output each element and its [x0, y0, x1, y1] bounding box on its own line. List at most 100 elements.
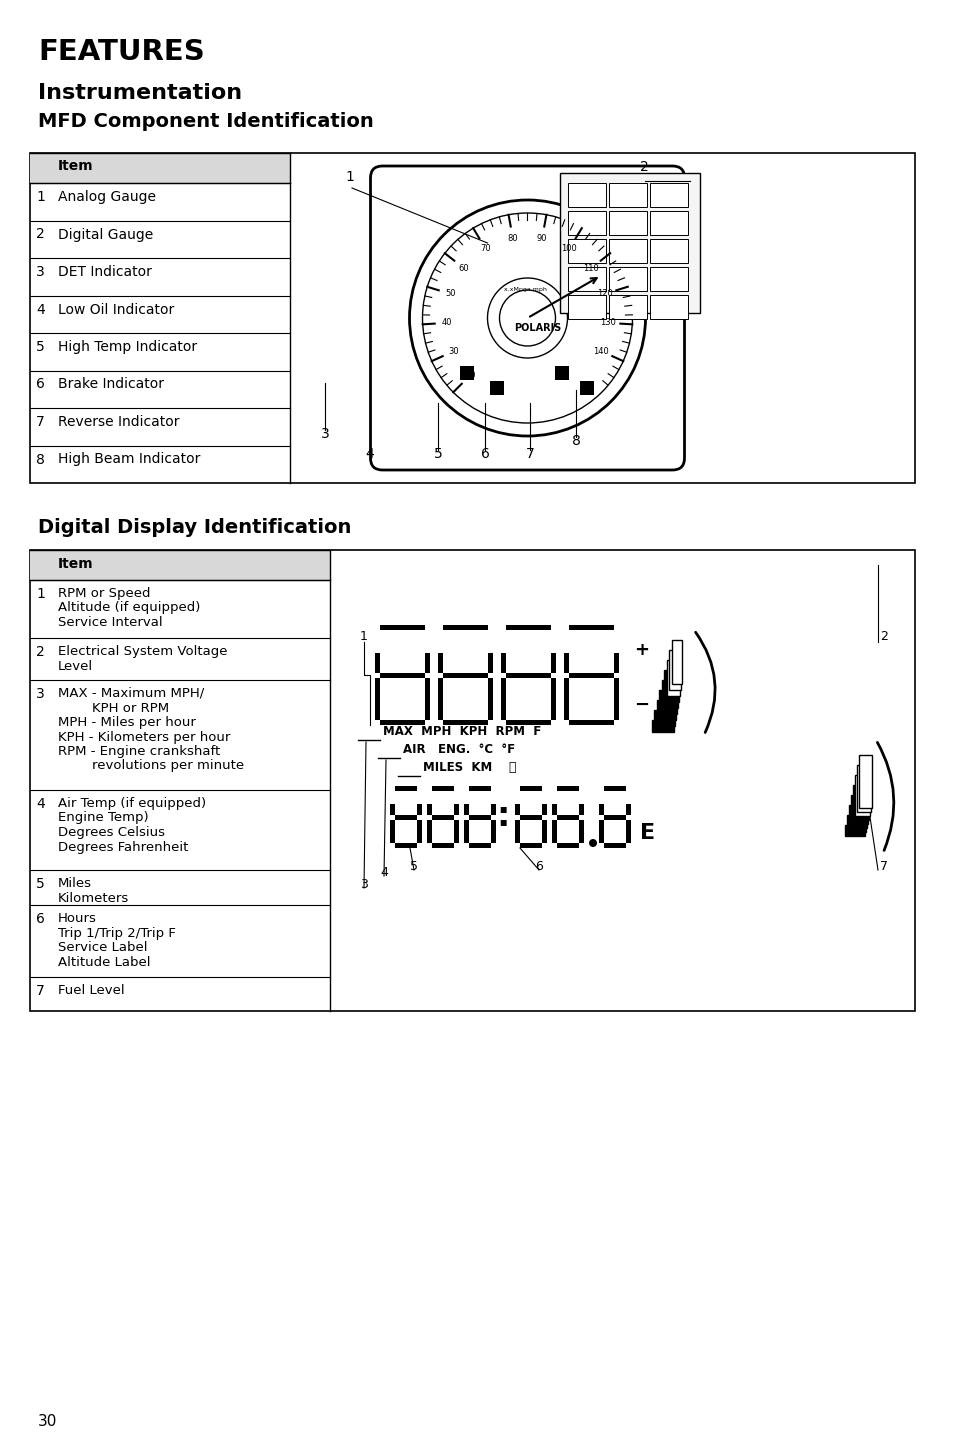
Text: Degrees Fahrenheit: Degrees Fahrenheit	[58, 840, 188, 853]
Circle shape	[588, 839, 597, 848]
Bar	[856, 765, 870, 811]
Text: Engine Temp): Engine Temp)	[58, 811, 149, 824]
Bar	[390, 820, 395, 843]
Bar	[424, 678, 430, 720]
Bar	[395, 843, 416, 848]
Text: 6: 6	[36, 378, 45, 391]
Text: Service Interval: Service Interval	[58, 616, 162, 630]
Text: 5: 5	[36, 877, 45, 891]
Text: revolutions per minute: revolutions per minute	[58, 759, 244, 772]
Bar	[563, 678, 568, 720]
Text: Item: Item	[58, 557, 93, 571]
Text: 1: 1	[359, 630, 368, 643]
Bar	[649, 238, 687, 263]
Bar	[469, 843, 491, 848]
Text: 3: 3	[359, 878, 368, 891]
Bar	[598, 804, 603, 814]
Bar	[567, 183, 605, 206]
Text: Altitude Label: Altitude Label	[58, 955, 151, 968]
Bar	[437, 653, 442, 673]
Bar	[654, 710, 675, 726]
Bar	[659, 691, 677, 714]
Text: Item: Item	[58, 158, 93, 173]
Bar	[463, 820, 469, 843]
Bar	[432, 787, 454, 791]
Bar	[442, 673, 488, 678]
Bar	[669, 650, 680, 691]
Text: 8: 8	[571, 433, 579, 448]
Text: High Beam Indicator: High Beam Indicator	[58, 452, 200, 467]
Bar	[551, 678, 556, 720]
Bar	[442, 720, 488, 726]
Text: KPH - Kilometers per hour: KPH - Kilometers per hour	[58, 730, 230, 743]
Text: 30: 30	[38, 1413, 57, 1429]
Bar	[651, 720, 673, 731]
Bar	[559, 173, 700, 313]
Bar	[505, 673, 551, 678]
Bar	[649, 183, 687, 206]
Bar	[491, 820, 496, 843]
Bar	[649, 211, 687, 236]
Bar	[427, 804, 432, 814]
Text: 6: 6	[36, 912, 45, 926]
Text: Service Label: Service Label	[58, 941, 148, 954]
Bar	[424, 653, 430, 673]
Bar	[563, 653, 568, 673]
Bar	[454, 820, 458, 843]
Bar	[578, 804, 583, 814]
Text: 50: 50	[444, 289, 455, 298]
Bar	[649, 268, 687, 291]
Text: FEATURES: FEATURES	[38, 38, 205, 65]
Text: Trip 1/Trip 2/Trip F: Trip 1/Trip 2/Trip F	[58, 926, 175, 939]
Bar	[375, 653, 379, 673]
Text: Digital Display Identification: Digital Display Identification	[38, 518, 351, 537]
Bar	[579, 381, 594, 395]
Text: 7: 7	[525, 446, 534, 461]
Bar	[541, 804, 546, 814]
Text: MAX - Maximum MPH/: MAX - Maximum MPH/	[58, 686, 204, 699]
Text: RPM or Speed: RPM or Speed	[58, 587, 151, 601]
Text: 2: 2	[36, 646, 45, 659]
Bar	[541, 820, 546, 843]
Bar	[614, 653, 618, 673]
Text: Miles: Miles	[58, 877, 91, 890]
Text: +: +	[634, 641, 648, 659]
Text: 110: 110	[583, 263, 598, 272]
Bar	[557, 814, 578, 820]
Text: Level: Level	[58, 660, 93, 673]
Text: MAX  MPH  KPH  RPM  F: MAX MPH KPH RPM F	[382, 726, 540, 739]
Text: 140: 140	[593, 346, 609, 356]
Text: 80: 80	[507, 234, 517, 243]
Text: 4: 4	[36, 797, 45, 811]
Text: 4: 4	[365, 446, 374, 461]
Bar	[603, 843, 625, 848]
Text: 2: 2	[879, 630, 887, 643]
Bar	[442, 625, 488, 630]
Bar	[463, 804, 469, 814]
Bar	[395, 814, 416, 820]
Text: 100: 100	[561, 244, 577, 253]
Text: 1: 1	[345, 170, 354, 185]
Text: 5: 5	[434, 446, 442, 461]
Bar	[500, 678, 505, 720]
Bar	[567, 238, 605, 263]
Bar	[568, 625, 614, 630]
Bar	[552, 820, 557, 843]
Bar	[488, 678, 493, 720]
Bar	[432, 843, 454, 848]
Bar	[848, 806, 866, 827]
Text: Analog Gauge: Analog Gauge	[58, 190, 156, 204]
Bar	[567, 295, 605, 318]
Bar	[432, 814, 454, 820]
Text: 3: 3	[36, 265, 45, 279]
Bar	[469, 787, 491, 791]
Text: MFD Component Identification: MFD Component Identification	[38, 112, 374, 131]
Bar	[578, 820, 583, 843]
Text: E: E	[639, 823, 655, 843]
Text: Instrumentation: Instrumentation	[38, 83, 242, 103]
Bar	[30, 153, 914, 483]
Bar	[490, 381, 504, 395]
Bar	[664, 670, 679, 702]
Text: Reverse Indicator: Reverse Indicator	[58, 414, 179, 429]
Bar	[416, 804, 421, 814]
